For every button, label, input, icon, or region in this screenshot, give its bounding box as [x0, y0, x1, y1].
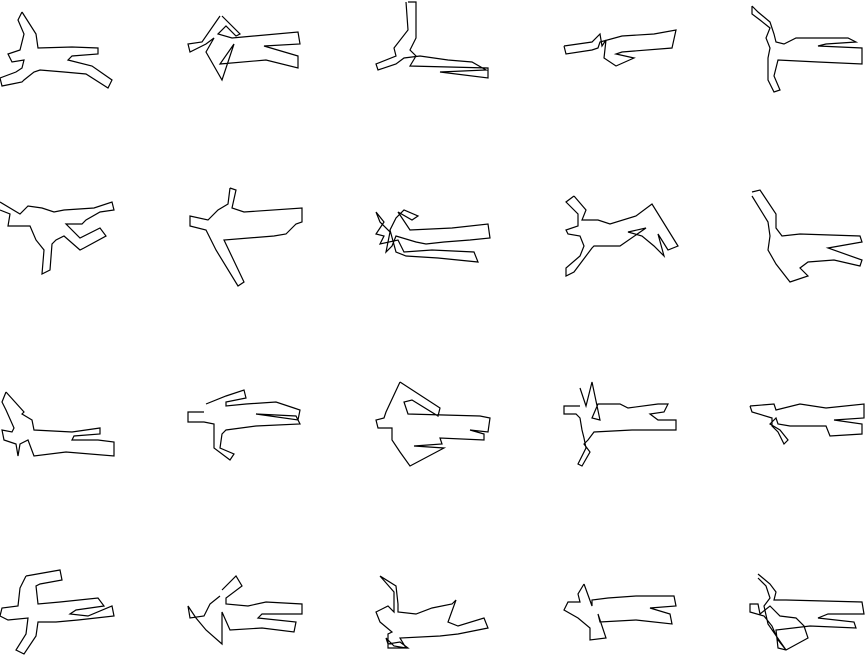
- silhouette-1-5: [751, 5, 863, 93]
- silhouette-3-5: [749, 403, 865, 446]
- silhouette-1-2: [187, 15, 301, 82]
- silhouette-2-2: [189, 187, 303, 287]
- silhouette-2-3: [375, 209, 491, 263]
- silhouette-4-4: [563, 583, 677, 641]
- silhouette-row-3: [1, 381, 865, 467]
- silhouette-row-2: [0, 187, 863, 287]
- silhouette-3-2: [187, 389, 301, 461]
- silhouette-row-1: [0, 1, 863, 93]
- silhouette-1-3: [375, 1, 489, 79]
- silhouette-4-3: [375, 575, 489, 649]
- silhouette-3-4: [563, 381, 677, 467]
- silhouette-2-4: [565, 195, 679, 277]
- silhouette-4-1: [0, 569, 115, 655]
- silhouette-1-4: [563, 29, 677, 67]
- silhouette-2-1: [0, 201, 115, 276]
- silhouette-4-2: [187, 575, 303, 646]
- silhouette-2-5: [751, 189, 863, 283]
- silhouette-3-1: [1, 391, 115, 457]
- silhouette-4-5: [749, 573, 865, 651]
- silhouette-row-4: [0, 569, 865, 655]
- silhouette-1-1: [0, 11, 113, 89]
- silhouette-3-3: [375, 381, 491, 467]
